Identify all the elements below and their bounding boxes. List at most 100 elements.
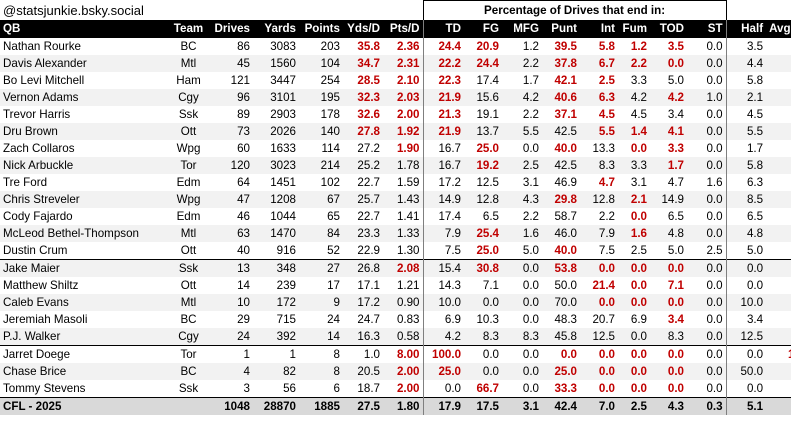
cell-avg-start: 38.0 (766, 55, 791, 72)
cell-tod: 0.0 (650, 345, 688, 363)
cell-punt: 40.0 (554, 244, 578, 257)
qb-name-cell: Cody Fajardo (3, 210, 73, 223)
cell-pts-d: 2.08 (383, 259, 424, 277)
cell-fg: 0.0 (464, 363, 503, 380)
cell-punt: 33.3 (554, 382, 578, 395)
cell-int: 12.8 (580, 191, 619, 208)
cell-mfg: 0.0 (522, 313, 540, 326)
column-header-punt: Punt (542, 20, 581, 38)
cell-td: 24.4 (422, 38, 465, 55)
cell-pts-d: 1.43 (383, 191, 424, 208)
cell-drives: 96 (209, 89, 253, 106)
cell-int: 5.8 (598, 40, 616, 53)
cell-pts-d: 2.00 (396, 108, 420, 121)
cell-fum: 1.2 (630, 40, 648, 53)
cell-fg: 24.4 (464, 55, 503, 72)
cell-fg: 0.0 (464, 294, 503, 311)
cell-fg: 6.5 (482, 210, 500, 223)
qb-name-cell: Jake Maier (0, 259, 168, 277)
cell-fg: 8.3 (464, 328, 503, 346)
cell-st: 0.0 (687, 363, 727, 380)
cell-st: 0.0 (687, 328, 727, 346)
cell-tod: 0.0 (650, 363, 688, 380)
qb-name-cell: Bo Levi Mitchell (3, 74, 85, 87)
cell-tod: 4.1 (650, 123, 688, 140)
table-row: Matthew Shiltz Ott 14 239 17 17.1 1.21 14.3 7.1 0… (0, 277, 791, 294)
cell-fum: 6.9 (630, 313, 648, 326)
total-pts-d: 1.80 (383, 397, 424, 415)
cell-half: 12.5 (726, 328, 767, 346)
cell-team: Ssk (178, 382, 199, 395)
total-int: 7.0 (580, 397, 619, 415)
cell-pts-d: 1.21 (396, 279, 420, 292)
cell-int: 20.7 (592, 313, 616, 326)
cell-yards: 2026 (253, 123, 299, 140)
cell-avg-start: 36.1 (766, 174, 791, 191)
cell-tod: 6.5 (667, 210, 685, 223)
cell-points: 14 (299, 328, 343, 346)
cell-team: Ham (176, 74, 201, 87)
column-header-mfg: MFG (502, 20, 543, 38)
total-st: 0.3 (687, 397, 727, 415)
cell-yards: 172 (253, 294, 299, 311)
cell-mfg: 1.2 (522, 40, 540, 53)
cell-yds-d: 25.7 (343, 191, 383, 208)
cell-st: 1.0 (687, 89, 727, 106)
cell-drives: 73 (209, 123, 253, 140)
cell-int: 5.5 (580, 123, 619, 140)
cell-avg-start: 109.0 (766, 345, 791, 363)
cell-punt: 42.1 (554, 74, 578, 87)
column-header-st: ST (687, 20, 727, 38)
cell-st: 1.6 (687, 174, 727, 191)
cell-yds-d: 22.7 (357, 176, 380, 189)
cell-st: 0.0 (687, 259, 727, 277)
cell-int: 0.0 (580, 259, 619, 277)
cell-mfg: 2.2 (502, 55, 543, 72)
cell-punt: 0.0 (542, 345, 581, 363)
cell-mfg: 5.5 (502, 123, 543, 140)
qb-name-cell: Chase Brice (0, 363, 168, 380)
cell-td: 7.9 (422, 225, 465, 242)
cell-td: 21.9 (422, 89, 465, 106)
cell-points: 27 (299, 259, 343, 277)
cell-mfg: 2.2 (522, 210, 540, 223)
cell-yds-d: 1.0 (343, 345, 383, 363)
column-header-yds-d: Yds/D (343, 20, 383, 38)
cell-pts-d: 2.31 (383, 55, 424, 72)
cell-punt: 46.0 (542, 225, 581, 242)
cell-tod: 0.0 (650, 294, 688, 311)
cell-fum: 0.0 (618, 259, 651, 277)
table-row: Tre Ford Edm 64 1451 102 22.7 1.59 17.2 12.5 3.1 4… (0, 174, 791, 191)
cell-yds-d: 34.7 (343, 55, 383, 72)
cell-fum: 0.0 (618, 328, 651, 346)
cell-punt: 50.0 (554, 279, 578, 292)
cell-drives: 120 (209, 157, 253, 174)
table-row: Dru Brown Ott 73 2026 140 27.8 1.92 21.9 13.7 5.5… (0, 123, 791, 140)
cell-pts-d: 2.03 (383, 89, 424, 106)
cell-fum: 0.0 (618, 294, 651, 311)
cell-yds-d: 18.7 (357, 382, 380, 395)
cell-mfg: 5.0 (522, 244, 540, 257)
cell-fg: 25.4 (464, 225, 503, 242)
cell-pts-d: 1.41 (396, 210, 420, 223)
cell-punt: 42.5 (542, 123, 581, 140)
table-row: Jarret Doege Tor 1 1 8 1.0 8.00 100.0 0.0 0.0 0.0 0… (0, 345, 791, 363)
cell-mfg: 0.0 (502, 259, 543, 277)
cell-team: Tor (168, 345, 209, 363)
cell-team: Cgy (168, 328, 209, 346)
cell-drives: 64 (237, 176, 250, 189)
cell-points: 84 (299, 225, 343, 242)
table-row: Trevor Harris Ssk 89 2903 178 32.6 2.00 21.3 19.… (0, 106, 791, 123)
cell-td: 100.0 (422, 345, 465, 363)
column-header-fg: FG (464, 20, 503, 38)
cell-yds-d: 32.6 (357, 108, 380, 121)
cell-yards: 239 (276, 279, 296, 292)
cell-fg: 17.4 (476, 74, 500, 87)
cell-avg-start: 35.4 (766, 157, 791, 174)
cell-team: Mtl (168, 225, 209, 242)
cell-fum: 3.1 (630, 176, 648, 189)
cell-half: 10.0 (726, 294, 767, 311)
cell-punt: 45.8 (542, 328, 581, 346)
cell-drives: 14 (237, 279, 250, 292)
cell-half: 2.1 (726, 89, 767, 106)
